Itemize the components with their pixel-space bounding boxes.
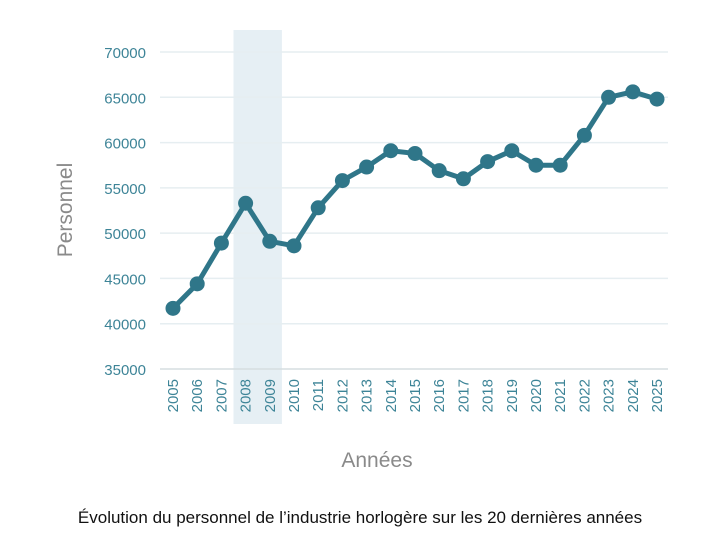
x-tick-label: 2022	[576, 379, 593, 412]
x-tick-label: 2006	[189, 379, 206, 412]
data-point	[601, 89, 617, 105]
x-tick-label: 2007	[213, 379, 230, 412]
highlight-band	[233, 30, 282, 424]
y-axis-label: Personnel	[54, 163, 77, 258]
x-tick-label: 2018	[480, 379, 497, 412]
data-point	[576, 127, 592, 143]
data-point	[286, 238, 302, 254]
y-tick-label: 60000	[104, 136, 146, 153]
data-point	[455, 171, 471, 187]
x-tick-label: 2011	[310, 379, 327, 411]
x-tick-label: 2023	[601, 379, 618, 412]
y-tick-label: 40000	[104, 317, 146, 334]
x-tick-label: 2017	[455, 379, 472, 412]
data-point	[189, 276, 205, 292]
x-tick-label: 2013	[359, 379, 376, 412]
data-point	[649, 91, 665, 107]
x-tick-label: 2008	[238, 379, 255, 412]
data-point	[165, 300, 181, 316]
y-tick-label: 50000	[104, 226, 146, 243]
data-point	[213, 235, 229, 251]
data-point	[528, 157, 544, 173]
data-point	[238, 195, 254, 211]
x-tick-label: 2024	[625, 379, 642, 412]
x-tick-label: 2016	[431, 379, 448, 412]
data-point	[480, 154, 496, 170]
y-tick-label: 45000	[104, 271, 146, 288]
data-point	[310, 200, 326, 216]
x-axis-label: Années	[341, 449, 412, 472]
x-tick-label: 2012	[334, 379, 351, 412]
x-tick-label: 2021	[552, 379, 569, 412]
data-point	[625, 84, 641, 100]
y-tick-label: 65000	[104, 90, 146, 107]
x-tick-label: 2015	[407, 379, 424, 412]
x-tick-label: 2025	[649, 379, 666, 412]
data-point	[383, 143, 399, 159]
chart-caption: Évolution du personnel de l’industrie ho…	[77, 508, 643, 527]
data-point	[504, 143, 520, 159]
data-point	[552, 157, 568, 173]
x-tick-label: 2009	[262, 379, 279, 412]
data-point	[431, 163, 447, 179]
x-tick-label: 2014	[383, 379, 400, 412]
data-point	[262, 233, 278, 249]
x-tick-label: 2010	[286, 379, 303, 412]
x-tick-label: 2005	[165, 379, 182, 412]
x-tick-label: 2020	[528, 379, 545, 412]
x-tick-label: 2019	[504, 379, 521, 412]
y-tick-label: 55000	[104, 181, 146, 198]
data-point	[407, 145, 423, 161]
y-tick-label: 35000	[104, 362, 146, 379]
data-point	[334, 173, 350, 189]
y-tick-label: 70000	[104, 45, 146, 62]
data-point	[359, 159, 375, 175]
